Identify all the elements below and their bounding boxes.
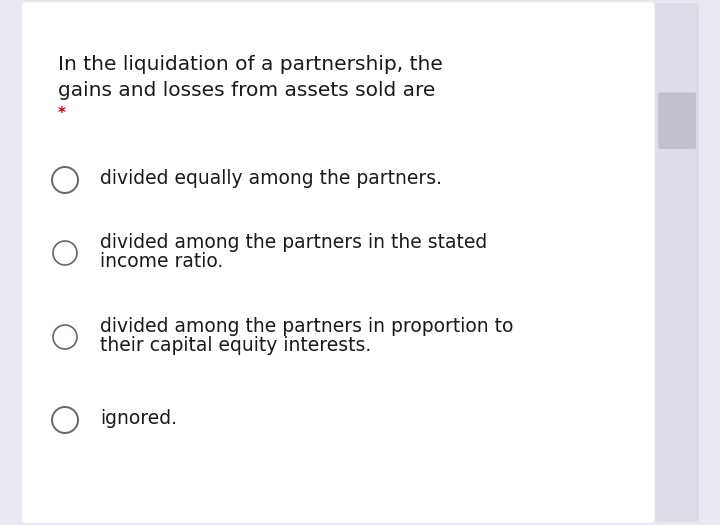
Text: divided among the partners in proportion to: divided among the partners in proportion… [100,317,513,336]
Text: ignored.: ignored. [100,410,177,428]
FancyBboxPatch shape [22,2,654,523]
Text: divided equally among the partners.: divided equally among the partners. [100,170,442,188]
FancyBboxPatch shape [658,92,696,149]
Text: income ratio.: income ratio. [100,252,223,271]
FancyBboxPatch shape [655,3,699,522]
Text: In the liquidation of a partnership, the: In the liquidation of a partnership, the [58,55,443,74]
Text: their capital equity interests.: their capital equity interests. [100,336,372,355]
Text: *: * [58,106,66,121]
Text: divided among the partners in the stated: divided among the partners in the stated [100,233,487,252]
Text: gains and losses from assets sold are: gains and losses from assets sold are [58,81,436,100]
